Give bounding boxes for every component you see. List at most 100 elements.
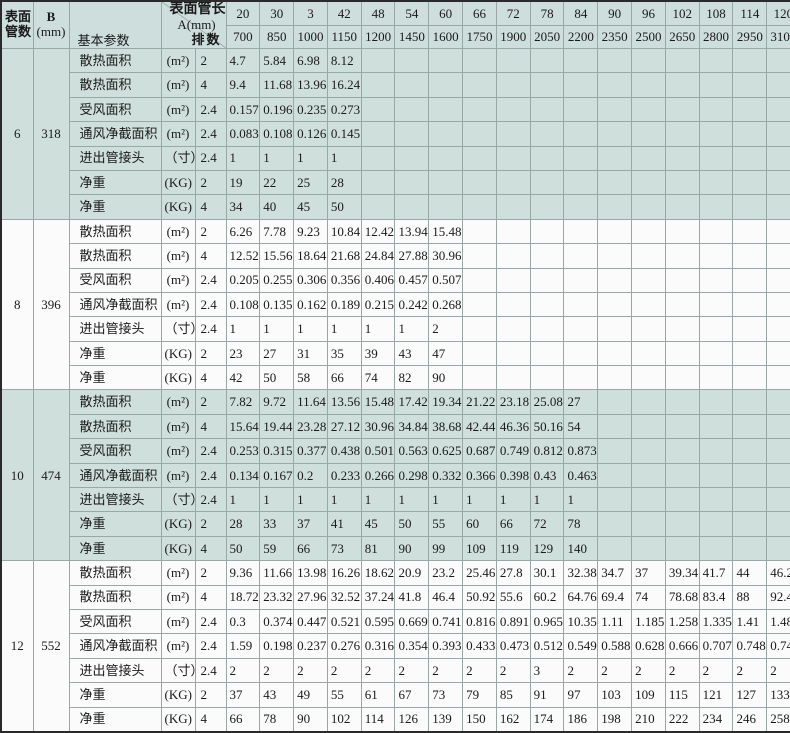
header-tube-length-label: 表面管长 [169,2,226,17]
cell-value: 23.32 [259,584,295,610]
cell-empty [732,243,768,269]
cell-value: 1.59 [225,633,261,659]
cell-empty [766,267,790,293]
cell-value: 15.64 [225,413,261,440]
cell-unit: (m²) [160,560,196,586]
cell-value: 58 [293,365,328,391]
cell-empty [597,413,633,440]
cell-value: 66 [495,511,531,537]
cell-value: 66 [293,535,328,562]
cell-empty [597,365,633,391]
cell-unit: (KG) [160,340,196,367]
cell-value: 23.2 [428,560,464,586]
cell-value: 0.273 [326,96,362,123]
cell-empty [597,72,633,98]
cell-parameter-label: 散热面积 [68,72,162,98]
cell-value: 0.707 [698,633,734,659]
cell-empty [597,340,633,367]
header-length-cell: 1000 [293,25,328,49]
table-row: 6 318 散热面积 (m²) 2 4.7 5.84 6.98 8.12 [0,47,790,220]
header-b-symbol: B [46,9,56,25]
table-row: 8 396 散热面积 (m²) 2 6.26 7.78 9.23 10.84 12.42 13.94… [0,218,790,391]
cell-empty [428,145,464,171]
cell-empty [664,291,700,318]
cell-empty [495,218,531,245]
cell-value: 0.242 [394,291,430,318]
cell-empty [766,169,790,196]
cell-value: 41.7 [698,560,734,586]
cell-value: 2 [732,657,768,684]
cell-parameter-label: 散热面积 [68,560,162,586]
cell-unit: (m²) [160,121,196,147]
cell-value: 92.4 [766,584,790,610]
header-surface-tube-count: 表面 管数 [0,0,34,49]
cell-parameter-label: 受风面积 [68,438,162,464]
cell-value: 19.44 [259,413,295,440]
table-row: 通风净截面积 (m²) 2.4 0.108 0.135 0.162 0.189 0.215 0.… [1,291,790,318]
cell-empty [563,218,599,245]
cell-value: 0.891 [495,608,531,635]
cell-unit: (m²) [160,389,196,415]
cell-empty [631,365,666,391]
header-tube-count-cell: 66 [462,0,497,26]
cell-parameter-label: 散热面积 [68,584,162,610]
cell-value: 1 [259,487,295,513]
cell-value: 7.78 [259,218,295,245]
cell-value: 27.88 [394,243,430,269]
cell-empty [597,487,633,513]
cell-empty [698,316,734,342]
cell-value: 50 [394,511,430,537]
cell-value: 37.24 [360,584,396,610]
cell-empty [495,72,531,98]
cell-empty [664,462,700,489]
cell-value: 19 [225,169,261,196]
cell-value: 102 [326,706,362,733]
cell-parameter-label: 净重 [68,682,162,708]
cell-parameter-label: 净重 [68,365,162,391]
cell-parameter-label: 散热面积 [68,413,162,440]
cell-value: 0.354 [394,633,430,659]
cell-value: 0.749 [495,438,531,464]
cell-empty [631,72,666,98]
cell-empty [732,487,768,513]
header-length-cell: 1900 [495,25,531,49]
cell-empty [631,267,666,293]
cell-unit: (m²) [160,267,196,293]
header-tube-count-cell: 48 [360,0,396,26]
table-row: 通风净截面积 (m²) 2.4 0.134 0.167 0.2 0.233 0.266 0.29… [1,462,790,489]
cell-empty [766,511,790,537]
cell-value: 6.98 [293,47,328,74]
cell-value: 37 [631,560,666,586]
cell-value: 1 [225,487,261,513]
table-row: 净重 (KG) 4 34 40 45 50 [1,194,790,220]
cell-value: 0.126 [293,121,328,147]
table-row: 散热面积 (m²) 4 18.72 23.32 27.96 32.52 37.24 41.8 46… [1,584,790,610]
cell-value: 0.965 [529,608,565,635]
cell-empty [732,194,768,220]
table-row: 净重 (KG) 4 50 59 66 73 81 90 99 109 119 129 140 [1,535,790,562]
cell-empty [631,535,666,562]
cell-value: 23.18 [495,389,531,415]
cell-unit: (m²) [160,291,196,318]
cell-empty [563,316,599,342]
cell-empty [495,316,531,342]
cell-empty [563,194,599,220]
cell-value: 1.11 [597,608,633,635]
cell-empty [631,487,666,513]
cell-value: 42 [225,365,261,391]
cell-unit: （寸） [160,487,196,513]
cell-value: 2 [664,657,700,684]
header-length-cell: 2350 [597,25,633,49]
cell-value: 99 [428,535,464,562]
cell-value: 35 [326,340,362,367]
cell-value: 2 [698,657,734,684]
cell-value: 64.76 [563,584,599,610]
cell-empty [766,47,790,74]
header-tube-length-unit: A(mm) [177,17,216,32]
cell-empty [394,72,430,98]
cell-unit: （寸） [160,145,196,171]
cell-empty [529,72,565,98]
table-row: 通风净截面积 (m²) 2.4 1.59 0.198 0.237 0.276 0.316 0.3… [1,633,790,659]
table-row: 净重 (KG) 2 19 22 25 28 [1,169,790,196]
